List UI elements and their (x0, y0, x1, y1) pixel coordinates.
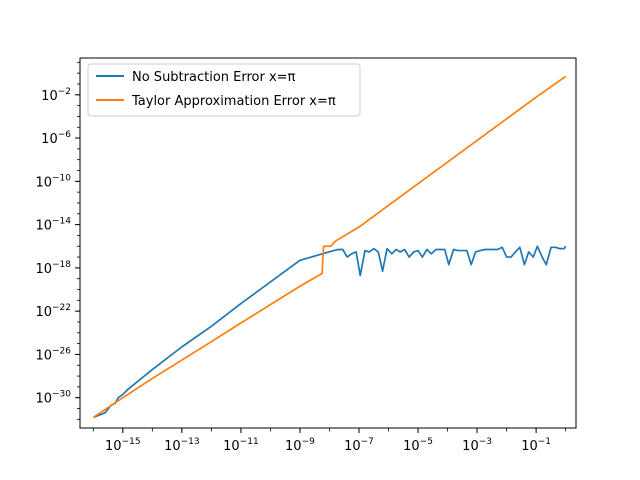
plot-area-frame (79, 57, 577, 429)
y-tick-label: 10−10 (35, 173, 71, 190)
x-axis: 10−15 10−13 10−11 10−9 10−7 10−5 10−3 10−1 (92, 428, 567, 454)
series-line-1 (92, 75, 567, 419)
x-tick-label: 10−9 (285, 437, 315, 454)
x-tick-label: 10−11 (223, 437, 259, 454)
legend-box (87, 63, 361, 117)
x-tick-label: 10−15 (105, 437, 141, 454)
y-tick-label: 10−26 (35, 346, 71, 363)
series-line-0 (92, 245, 567, 419)
x-tick-label: 10−7 (344, 437, 374, 454)
legend-label-taylor: Taylor Approximation Error x=π (131, 94, 336, 109)
y-tick-label: 10−2 (41, 87, 71, 104)
y-tick-label: 10−30 (35, 390, 71, 407)
x-tick-label: 10−5 (403, 437, 433, 454)
y-tick-label: 10−18 (35, 260, 71, 277)
x-tick-label: 10−13 (164, 437, 200, 454)
plot-lines (92, 75, 567, 419)
y-tick-label: 10−14 (35, 217, 71, 234)
y-axis: 10−30 10−26 10−22 10−18 10−14 10−10 10−6 10−2 (35, 61, 80, 420)
legend-label-no-subtraction: No Subtraction Error x=π (132, 70, 296, 85)
y-tick-label: 10−6 (41, 130, 71, 147)
legend: No Subtraction Error x=π Taylor Approxim… (87, 63, 361, 117)
x-tick-label: 10−1 (521, 437, 551, 454)
x-tick-label: 10−3 (462, 437, 492, 454)
y-tick-label: 10−22 (35, 303, 71, 320)
